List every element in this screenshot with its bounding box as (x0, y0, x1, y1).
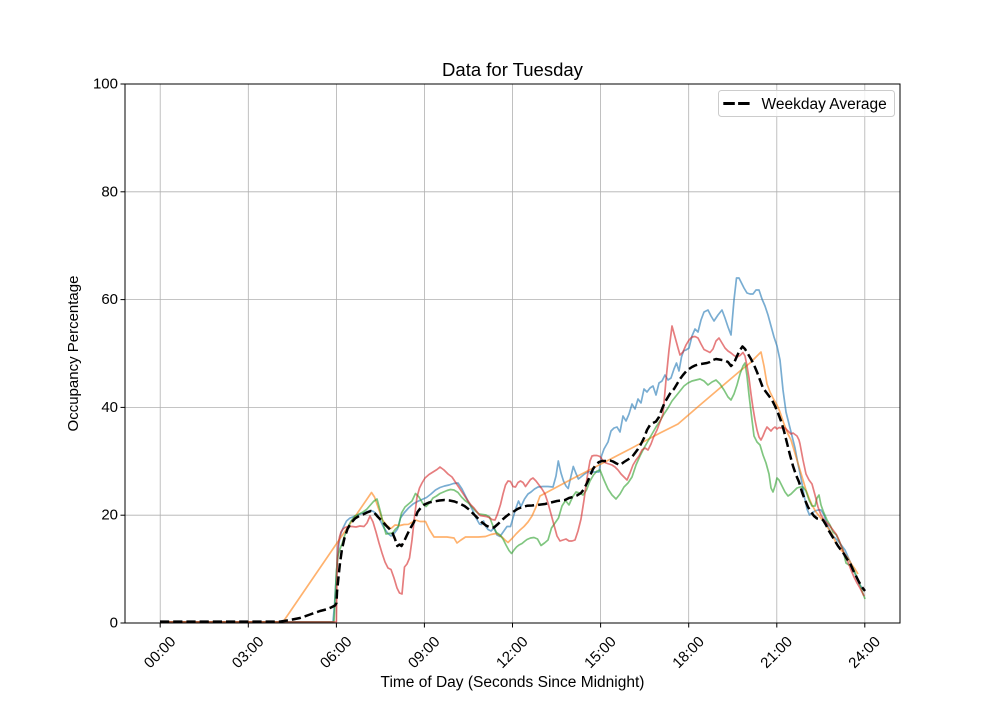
svg-text:80: 80 (101, 183, 118, 200)
svg-text:Data for Tuesday: Data for Tuesday (442, 59, 584, 80)
svg-text:100: 100 (93, 76, 118, 93)
svg-text:0: 0 (110, 615, 118, 632)
svg-text:20: 20 (101, 507, 118, 524)
svg-text:Occupancy Percentage: Occupancy Percentage (65, 276, 82, 432)
svg-text:60: 60 (101, 291, 118, 308)
svg-text:Weekday Average: Weekday Average (762, 96, 887, 113)
svg-text:40: 40 (101, 399, 118, 416)
svg-text:Time of Day (Seconds Since Mid: Time of Day (Seconds Since Midnight) (381, 674, 645, 691)
